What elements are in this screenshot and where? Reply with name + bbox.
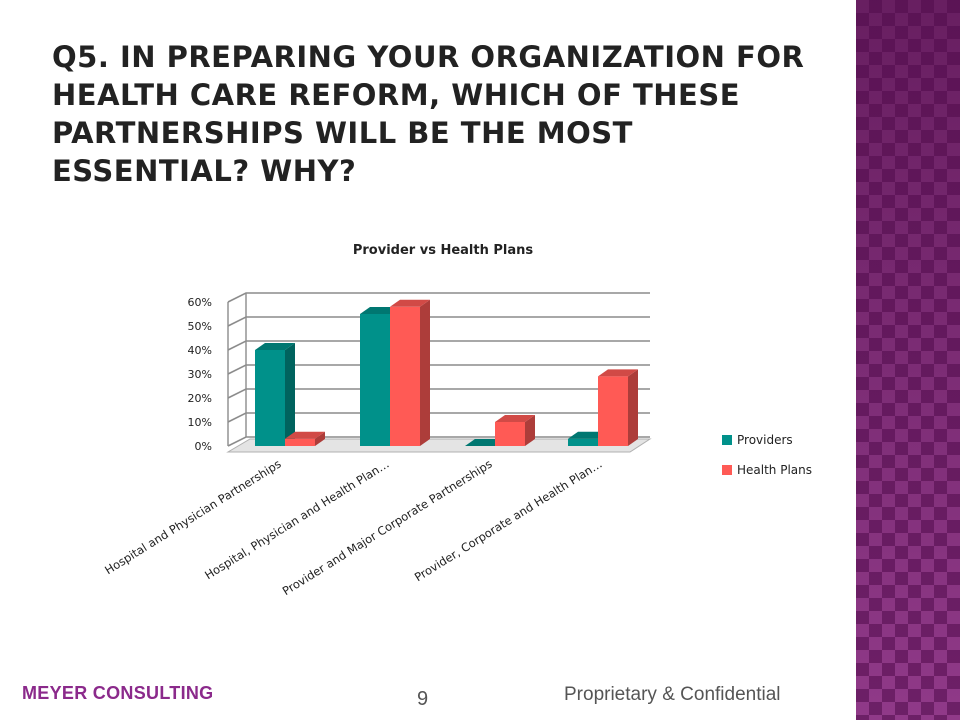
chart-floor-plane xyxy=(226,438,652,453)
bar-side xyxy=(420,299,430,446)
legend-label: Providers xyxy=(737,433,793,447)
y-tick-label: 60% xyxy=(188,296,212,309)
chart-legend: Providers Health Plans xyxy=(722,433,812,477)
legend-swatch xyxy=(722,465,732,475)
gridline xyxy=(227,292,650,303)
x-category-label: Hospital, Physician and Health Plan… xyxy=(202,457,391,583)
y-tick-label: 0% xyxy=(195,440,212,453)
bar-chart: Provider vs Health Plans 0% 10% 20% 30% 40% 5… xyxy=(102,243,812,598)
bar-top xyxy=(390,299,430,307)
chart-bars xyxy=(255,299,638,446)
bar-side xyxy=(315,431,325,446)
chart-title: Provider vs Health Plans xyxy=(353,243,534,258)
x-category-label: Provider, Corporate and Health Plan… xyxy=(412,457,605,585)
bar-front xyxy=(360,314,390,446)
decorative-side-panel xyxy=(856,0,960,720)
bar-top xyxy=(495,415,535,422)
bar-side xyxy=(525,415,535,446)
bar-front xyxy=(495,422,525,446)
bar-top xyxy=(285,431,325,439)
bar-top xyxy=(255,343,295,350)
chart-gridlines xyxy=(227,292,650,447)
bar-front xyxy=(285,438,315,446)
legend-swatch xyxy=(722,435,732,445)
x-category-label: Hospital and Physician Partnerships xyxy=(102,457,283,578)
y-tick-label: 10% xyxy=(188,416,212,429)
y-tick-label: 50% xyxy=(188,320,212,333)
bar-health-plans xyxy=(495,415,535,446)
x-axis-labels: Hospital and Physician PartnershipsHospi… xyxy=(102,457,604,598)
bar-top xyxy=(598,369,638,377)
bar-front xyxy=(598,376,628,446)
gridline xyxy=(227,316,650,327)
y-tick-label: 20% xyxy=(188,392,212,405)
company-name: MEYER CONSULTING xyxy=(22,683,214,703)
bar-health-plans xyxy=(390,299,430,446)
y-tick-label: 40% xyxy=(188,344,212,357)
y-axis-ticks: 0% 10% 20% 30% 40% 50% 60% xyxy=(188,296,212,453)
bar-side xyxy=(628,369,638,446)
bar-front xyxy=(255,350,285,446)
page-number: 9 xyxy=(417,688,429,710)
chart-floor xyxy=(226,438,652,453)
bar-front xyxy=(568,438,598,446)
bar-front xyxy=(390,306,420,446)
legend-label: Health Plans xyxy=(737,463,812,477)
bar-health-plans xyxy=(285,431,325,446)
bar-providers xyxy=(255,343,295,446)
y-tick-label: 30% xyxy=(188,368,212,381)
confidentiality-notice: Proprietary & Confidential xyxy=(564,684,781,705)
slide-title: Q5. In preparing your organization for h… xyxy=(52,40,805,188)
bar-health-plans xyxy=(598,369,638,446)
x-category-label: Provider and Major Corporate Partnership… xyxy=(280,457,495,598)
bar-side xyxy=(285,343,295,446)
